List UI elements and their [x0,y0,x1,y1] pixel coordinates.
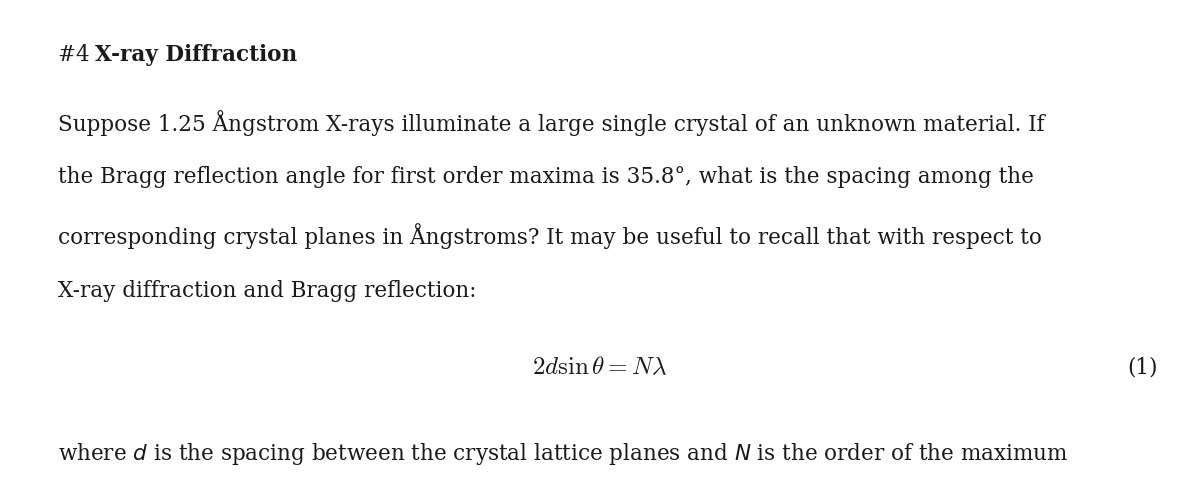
Text: X-ray Diffraction: X-ray Diffraction [95,44,296,67]
Text: Suppose 1.25 Ångstrom X-rays illuminate a large single crystal of an unknown mat: Suppose 1.25 Ångstrom X-rays illuminate … [58,109,1044,136]
Text: (1): (1) [1128,356,1158,378]
Text: $2d\sin\theta = N\lambda$: $2d\sin\theta = N\lambda$ [533,356,667,379]
Text: X-ray diffraction and Bragg reflection:: X-ray diffraction and Bragg reflection: [58,280,476,302]
Text: where $d$ is the spacing between the crystal lattice planes and $N$ is the order: where $d$ is the spacing between the cry… [58,441,1068,467]
Text: the Bragg reflection angle for first order maxima is 35.8°, what is the spacing : the Bragg reflection angle for first ord… [58,166,1033,188]
Text: corresponding crystal planes in Ångstroms? It may be useful to recall that with : corresponding crystal planes in Ångstrom… [58,223,1042,249]
Text: #4: #4 [58,44,96,67]
